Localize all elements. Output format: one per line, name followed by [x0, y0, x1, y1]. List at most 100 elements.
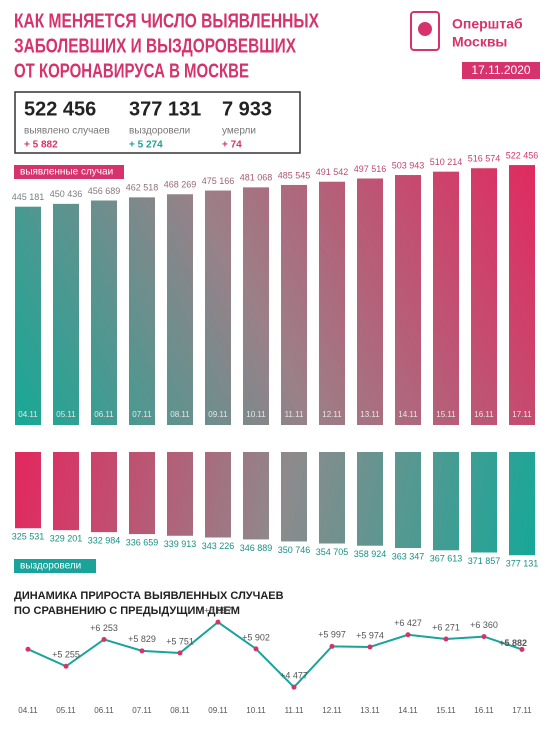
point — [367, 644, 373, 650]
x-tick-label: 06.11 — [94, 706, 114, 715]
bar — [15, 206, 41, 425]
value-label: 450 436 — [50, 189, 83, 199]
value-label: 339 913 — [164, 539, 197, 549]
value-label: 332 984 — [88, 536, 121, 546]
stats-box — [14, 91, 301, 154]
point — [481, 634, 487, 640]
value-label: 363 347 — [392, 551, 425, 561]
bar — [205, 190, 231, 425]
bar — [167, 194, 193, 425]
value-label: +5 751 — [166, 636, 194, 646]
stat-value: 377 131 — [129, 98, 201, 120]
point — [443, 636, 449, 642]
value-label: 371 857 — [468, 556, 501, 566]
x-tick-label: 14.11 — [398, 410, 418, 419]
x-tick-label: 09.11 — [208, 706, 228, 715]
bar — [167, 452, 193, 536]
title-line: ЗАБОЛЕВШИХ И ВЫЗДОРОВЕВШИХ — [14, 35, 297, 57]
value-label: 445 181 — [12, 192, 45, 202]
chart-title: ДИНАМИКА ПРИРОСТА ВЫЯВЛЕННЫХ СЛУЧАЕВ — [14, 590, 284, 602]
series-label: выявленные случаи — [20, 167, 113, 178]
bar — [471, 452, 497, 553]
value-label: +5 997 — [318, 630, 346, 640]
bar — [281, 184, 307, 425]
date: 17.11.2020 — [471, 63, 530, 77]
x-tick-label: 14.11 — [398, 706, 418, 715]
stat-label: выздоровели — [129, 126, 190, 137]
logo-text: Москвы — [452, 34, 507, 50]
line — [27, 620, 523, 689]
bar — [205, 452, 231, 538]
point — [329, 643, 335, 649]
chart-title: ПО СРАВНЕНИЮ С ПРЕДЫДУЩИМ ДНЕМ — [14, 605, 240, 617]
bar — [243, 452, 269, 540]
value-label: 481 068 — [240, 173, 273, 183]
logo-icon — [418, 22, 432, 36]
value-label: 503 943 — [392, 160, 425, 170]
bar — [357, 178, 383, 425]
value-label: 343 226 — [202, 541, 235, 551]
value-label: +6 427 — [394, 618, 422, 628]
point — [177, 650, 183, 656]
bar — [319, 452, 345, 544]
value-label: 346 889 — [240, 543, 273, 553]
value-label: 456 689 — [88, 186, 121, 196]
value-label: 497 516 — [354, 164, 387, 174]
bar — [395, 175, 421, 425]
value-label: 325 531 — [12, 532, 45, 542]
point — [101, 636, 107, 642]
value-label: 491 542 — [316, 167, 349, 177]
value-label: +5 902 — [242, 632, 270, 642]
x-tick-label: 08.11 — [170, 706, 190, 715]
x-tick-label: 11.11 — [285, 410, 304, 419]
x-tick-label: 12.11 — [322, 706, 342, 715]
x-tick-label: 05.11 — [56, 410, 76, 419]
title-line: КАК МЕНЯЕТСЯ ЧИСЛО ВЫЯВЛЕННЫХ — [14, 10, 320, 32]
x-tick-label: 17.11 — [512, 410, 532, 419]
value-label: 367 613 — [430, 554, 463, 564]
value-label: +6 897 — [204, 606, 232, 616]
x-tick-label: 11.11 — [285, 706, 304, 715]
point — [291, 684, 297, 690]
x-tick-label: 16.11 — [474, 410, 494, 419]
label-badge — [14, 165, 124, 179]
x-tick-label: 17.11 — [512, 706, 532, 715]
bar — [281, 452, 307, 542]
value-label: 475 166 — [202, 176, 235, 186]
logo-text: Оперштаб — [452, 16, 523, 32]
value-label: 358 924 — [354, 549, 387, 559]
point — [139, 648, 145, 654]
x-tick-label: 07.11 — [132, 410, 152, 419]
stat-label: умерли — [222, 126, 256, 137]
bar — [53, 203, 79, 425]
x-tick-label: 13.11 — [360, 410, 380, 419]
series-label: выздоровели — [20, 561, 81, 572]
value-label: +5 882 — [499, 638, 527, 648]
stat-label: выявлено случаев — [24, 126, 110, 137]
date-badge — [462, 62, 540, 79]
value-label: +6 360 — [470, 620, 498, 630]
point — [215, 619, 221, 625]
value-label: 510 214 — [430, 157, 463, 167]
bar — [91, 200, 117, 425]
stat-value: 522 456 — [24, 98, 96, 120]
value-label: 485 545 — [278, 170, 311, 180]
bar — [243, 187, 269, 425]
stat-change: + 5 882 — [24, 140, 58, 151]
label-badge — [14, 559, 96, 573]
x-tick-label: 06.11 — [94, 410, 114, 419]
bar — [15, 452, 41, 529]
bar — [129, 197, 155, 425]
point — [253, 646, 259, 652]
x-tick-label: 07.11 — [132, 706, 152, 715]
bar — [433, 171, 459, 425]
x-tick-label: 09.11 — [208, 410, 228, 419]
value-label: 516 574 — [468, 154, 501, 164]
x-tick-label: 04.11 — [18, 410, 38, 419]
x-tick-label: 04.11 — [18, 706, 38, 715]
value-label: +6 253 — [90, 623, 118, 633]
value-label: +5 829 — [128, 634, 156, 644]
value-label: 462 518 — [126, 183, 159, 193]
x-tick-label: 16.11 — [474, 706, 494, 715]
